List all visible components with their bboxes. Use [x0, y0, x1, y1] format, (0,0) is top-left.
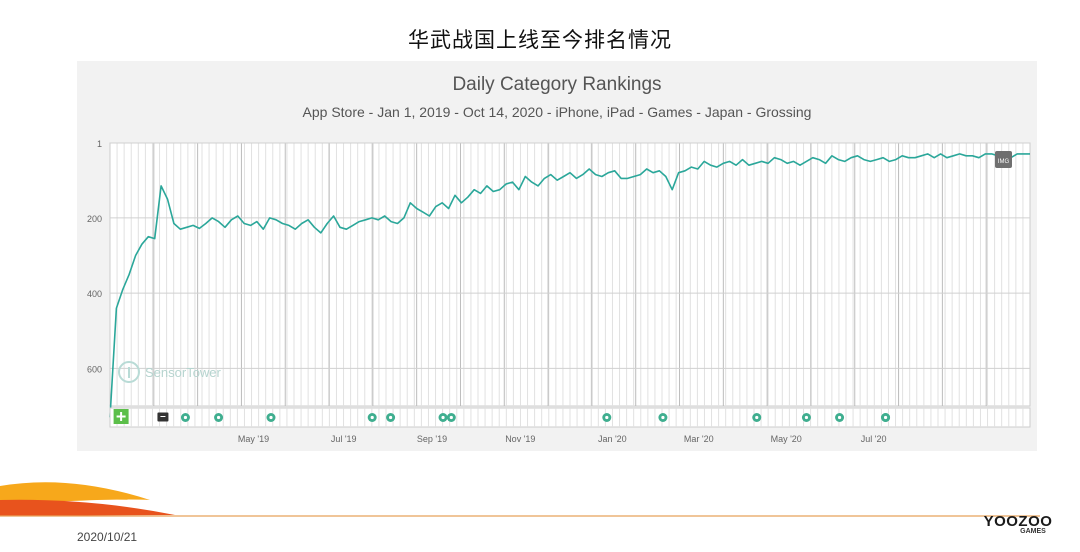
chart-subtitle: App Store - Jan 1, 2019 - Oct 14, 2020 -…	[302, 104, 812, 120]
x-tick-label: May '19	[238, 434, 269, 444]
x-tick-label: Sep '19	[417, 434, 447, 444]
brand-name: YOOZOO	[983, 513, 1053, 530]
event-dot-icon-center	[804, 415, 809, 420]
y-tick-label: 200	[87, 214, 102, 224]
chart-title: Daily Category Rankings	[452, 74, 662, 95]
event-dot-icon-center	[183, 415, 188, 420]
x-tick-label: Mar '20	[684, 434, 714, 444]
watermark-text: SensorTower	[145, 365, 222, 380]
event-dot-icon-center	[370, 415, 374, 420]
x-tick-label: Jul '20	[861, 434, 887, 444]
footer-date: 2020/10/21	[77, 530, 138, 544]
slide-title: 华武战国上线至今排名情况	[408, 28, 672, 52]
series-line	[109, 153, 1030, 418]
event-dot-icon-center	[449, 415, 453, 420]
brand-sub: GAMES	[1020, 528, 1046, 535]
x-tick-label: May '20	[771, 434, 802, 444]
event-dot-icon-center	[661, 415, 665, 420]
x-tick-label: Nov '19	[505, 434, 535, 444]
event-dot-icon-center	[216, 415, 221, 420]
event-dot-icon-center	[755, 415, 759, 420]
event-dot-icon-center	[389, 415, 393, 420]
event-dot-icon-center	[883, 415, 888, 420]
event-dot-icon-center	[837, 415, 842, 420]
swoosh-orange	[0, 482, 150, 505]
y-tick-label: 600	[87, 364, 102, 374]
ranking-chart: 1 200 400 600 SensorTower IMG May '19 Jul '19 Se…	[87, 139, 1031, 444]
y-tick-label: 1	[97, 139, 102, 149]
event-dot-icon-center	[269, 415, 273, 420]
x-tick-label: Jul '19	[331, 434, 357, 444]
end-badge-label: IMG	[998, 159, 1010, 165]
x-tick-label: Jan '20	[598, 434, 627, 444]
event-dot-icon-center	[605, 415, 609, 420]
end-badge-icon	[995, 151, 1012, 168]
brand-logo: YOOZOO GAMES	[978, 513, 1058, 535]
sensortower-logo-icon	[118, 361, 140, 383]
event-dot-icon-center	[441, 415, 445, 420]
y-tick-label: 400	[87, 289, 102, 299]
chart-card: Daily Category Rankings App Store - Jan …	[77, 61, 1037, 451]
swoosh-red	[0, 499, 175, 516]
